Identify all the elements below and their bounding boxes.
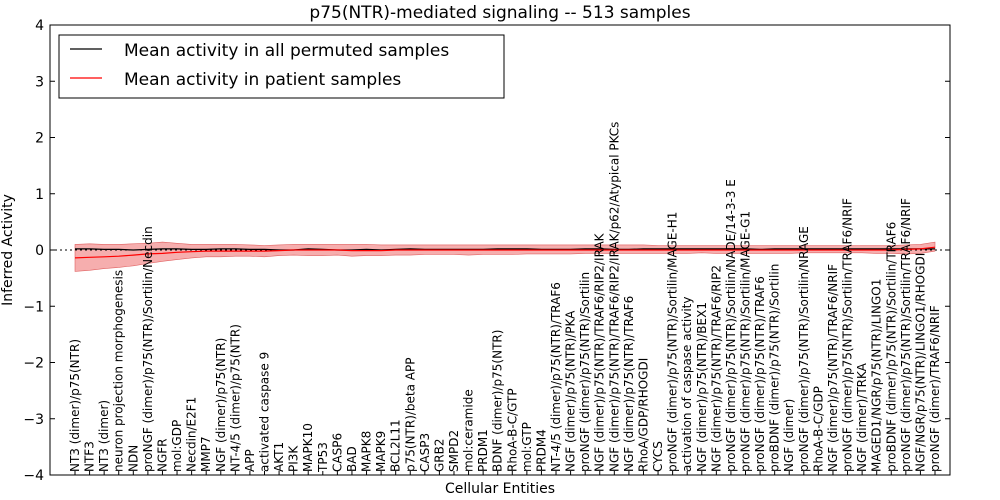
x-tick-label: NT-4/5 (dimer)/p75(NTR) — [228, 324, 242, 472]
x-tick-label: RhoA-B-C/GDP — [811, 386, 825, 472]
y-tick-label: 0 — [35, 243, 44, 259]
x-tick-label: MMP7 — [199, 436, 213, 472]
legend-box — [58, 34, 505, 99]
x-tick-label: proBDNF (dimer)/p75(NTR)/Sortilin — [768, 264, 782, 472]
y-tick-label: 4 — [35, 18, 44, 34]
x-tick-label: mol:GDP — [170, 420, 184, 472]
x-tick-label: proNGF (dimer)/p75(NTR)/Sortilin/MAGE-H1 — [666, 212, 680, 472]
x-tick-label: proNGF (dimer)/p75(NTR)/Sortilin/NADE/14… — [724, 179, 738, 472]
x-tick-label: NTF3 — [83, 441, 97, 472]
x-tick-label: NGF (dimer)/p75(NTR)/TRAF6/RIP2/IRAK/p62… — [607, 122, 621, 472]
y-axis-title: Inferred Activity — [0, 194, 16, 306]
x-tick-label: PRDM4 — [534, 429, 548, 472]
x-tick-label: p75(NTR)/beta APP — [403, 358, 417, 473]
x-tick-label: PI3K — [287, 445, 301, 472]
x-tick-label: proNGF (dimer)/p75(NTR)/Sortilin/NRAGE — [797, 226, 811, 472]
x-tick-label: NGF (dimer)/p75(NTR)/TRAF6 — [622, 296, 636, 472]
x-tick-label: Necdin/E2F1 — [185, 397, 199, 472]
x-tick-label: NDN — [126, 445, 140, 472]
x-tick-label: APP — [243, 449, 257, 472]
x-tick-label: NGFR — [156, 438, 170, 472]
x-tick-label: proNGF (dimer)/p75(NTR)/Sortilin/TRAF6/N… — [841, 198, 855, 472]
x-tick-label: NGF (dimer)/p75(NTR) — [214, 338, 228, 472]
x-tick-label: TP53 — [316, 442, 330, 473]
y-tick-label: −3 — [23, 412, 44, 428]
y-tick-label: −4 — [23, 468, 44, 484]
x-axis-title: Cellular Entities — [445, 481, 555, 497]
legend: Mean activity in all permuted samples Me… — [58, 34, 505, 99]
x-tick-label: CYCS — [651, 441, 665, 472]
y-tick-label: −2 — [23, 356, 44, 372]
x-tick-label: proNGF (dimer)/p75(NTR)/Sortilin/TRAF6/N… — [899, 198, 913, 472]
x-tick-label: NGF (dimer)/TRKA — [855, 362, 869, 472]
x-tick-label: proNGF (dimer)/p75(NTR)/Sortilin/MAGE-G1 — [739, 211, 753, 472]
x-tick-label: NT3 (dimer)/p75(NTR) — [68, 339, 82, 472]
y-axis-ticks: −4 −3 −2 −1 0 1 2 3 4 — [23, 18, 950, 484]
x-tick-label: NGF (dimer)/p75(NTR)/TRAF6/RIP2 — [709, 265, 723, 472]
x-tick-label: MAPK9 — [374, 431, 388, 472]
x-axis-category-labels: NT3 (dimer)/p75(NTR) NTF3 NT3 (dimer) neuro… — [68, 122, 942, 475]
y-tick-label: 3 — [35, 74, 44, 90]
x-tick-label: proNGF (dimer)/TRAF6/NRIF — [928, 305, 942, 472]
y-tick-label: −1 — [23, 299, 44, 315]
x-tick-label: activated caspase 9 — [258, 352, 272, 472]
x-tick-label: SMPD2 — [447, 430, 461, 472]
chart-title: p75(NTR)-mediated signaling -- 513 sampl… — [309, 3, 690, 23]
x-tick-label: RhoA-B-C/GTP — [505, 388, 519, 472]
x-tick-label: mol:GTP — [520, 422, 534, 472]
x-tick-label: neuron projection morphogenesis — [112, 270, 126, 472]
y-tick-label: 2 — [35, 131, 44, 147]
x-tick-label: proNGF (dimer)/p75(NTR)/TRAF6 — [753, 276, 767, 472]
x-tick-label: CASP6 — [330, 433, 344, 472]
x-tick-label: NGF (dimer)/p75(NTR)/PKA — [564, 310, 578, 472]
x-tick-label: AKT1 — [272, 442, 286, 472]
x-tick-label: BCL2L11 — [389, 419, 403, 472]
x-tick-label: NGF (dimer) — [782, 399, 796, 472]
legend-label-patient: Mean activity in patient samples — [124, 70, 401, 90]
x-tick-label: PRDM1 — [476, 429, 490, 472]
series-line-permuted — [75, 248, 935, 251]
series-line-patient — [74, 246, 936, 259]
x-tick-label: MAPK10 — [301, 423, 315, 472]
x-tick-label: NGF/NGR/p75(NTR)/LINGO1/RHOGDI — [913, 253, 927, 472]
y-tick-label: 1 — [35, 187, 44, 203]
x-tick-label: CASP3 — [418, 433, 432, 472]
legend-label-permuted: Mean activity in all permuted samples — [124, 41, 449, 61]
x-tick-label: mol:ceramide — [462, 389, 476, 472]
x-tick-label: proBDNF (dimer)/p75(NTR)/Sortilin/TRAF6 — [884, 222, 898, 472]
x-tick-label: RhoA/GDP/RHOGDI — [637, 358, 651, 472]
x-tick-label: NT3 (dimer) — [97, 400, 111, 472]
x-tick-label: NT-4/5 (dimer)/p75(NTR)/TRAF6 — [549, 282, 563, 472]
x-tick-label: BAD — [345, 446, 359, 472]
x-tick-label: BDNF (dimer)/p75(NTR) — [491, 330, 505, 472]
x-tick-label: NGF (dimer)/p75(NTR)/TRAF6/RIP2/IRAK — [593, 232, 607, 472]
x-tick-label: NGF (dimer)/p75(NTR)/TRAF6/NRIF — [826, 264, 840, 472]
x-tick-label: proNGF (dimer)/p75(NTR)/Sortilin — [578, 272, 592, 472]
x-tick-label: activation of caspase activity — [680, 297, 694, 472]
x-tick-label: MAPK8 — [360, 431, 374, 472]
x-tick-label: proNGF (dimer)/p75(NTR)/Sortilin/Necdin — [141, 226, 155, 472]
x-tick-label: MAGED1/NGR/p75(NTR)/LINGO1 — [870, 279, 884, 472]
x-tick-label: GRB2 — [432, 438, 446, 472]
series-layer — [74, 246, 936, 259]
x-tick-label: NGF (dimer)/p75(NTR)/BEX1 — [695, 302, 709, 472]
